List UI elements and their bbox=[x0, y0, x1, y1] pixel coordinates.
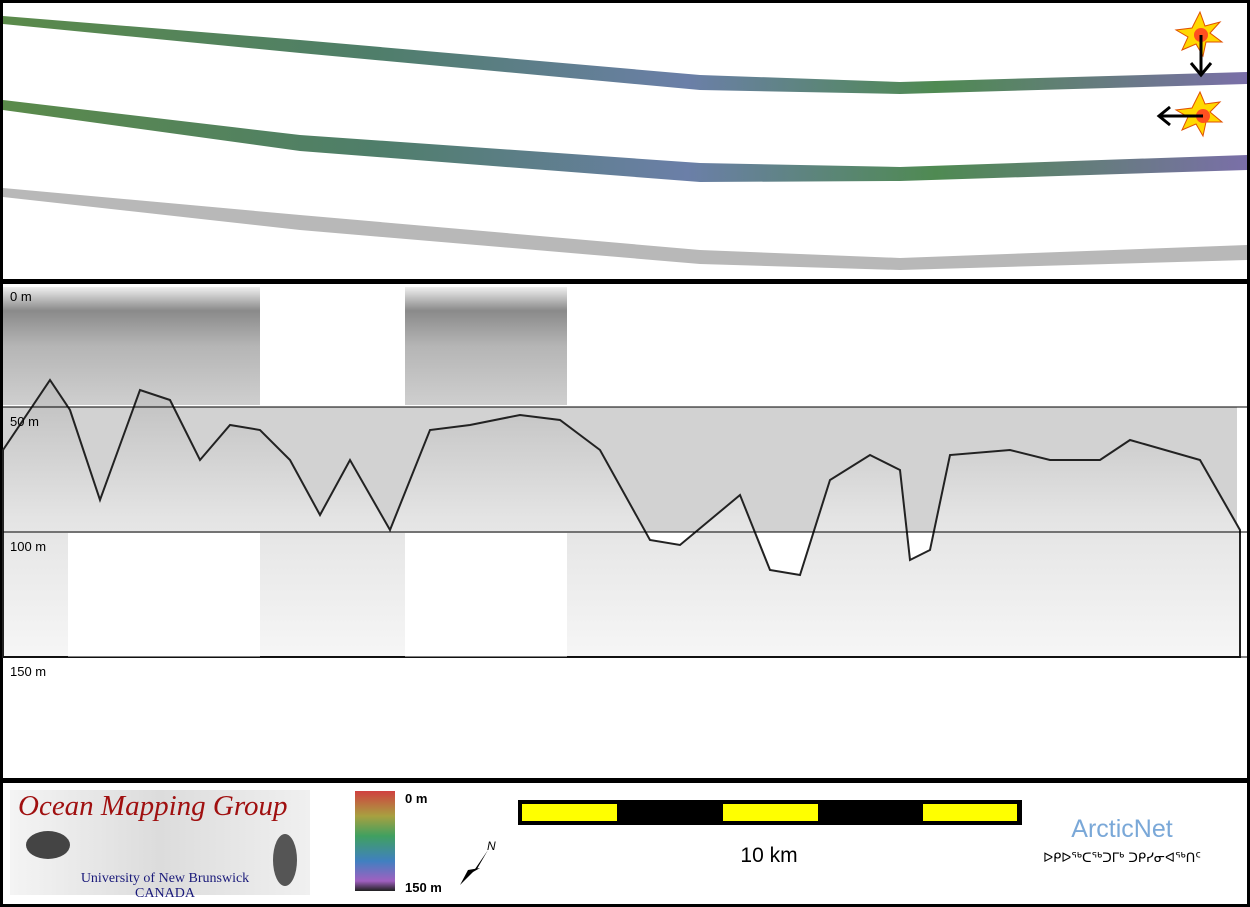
water-column bbox=[405, 287, 567, 405]
depth-label: 50 m bbox=[10, 414, 39, 429]
logo-text: University of New Brunswick bbox=[81, 871, 249, 886]
depth-grid bbox=[3, 406, 1247, 658]
data-gap bbox=[405, 533, 567, 657]
sun-icon bbox=[1156, 90, 1224, 138]
colorbar-label: 0 m bbox=[405, 791, 427, 806]
svg-text:N: N bbox=[487, 839, 496, 853]
data-gap bbox=[68, 533, 260, 657]
logo-shape bbox=[273, 834, 297, 886]
depth-label: 0 m bbox=[10, 289, 32, 304]
colorbar-label: 150 m bbox=[405, 880, 442, 895]
depth-label: 100 m bbox=[10, 539, 46, 554]
water-column bbox=[3, 287, 260, 405]
seafloor-profile bbox=[1, 378, 1241, 658]
logo-text: CANADA bbox=[135, 886, 196, 901]
scale-segment bbox=[923, 804, 1017, 821]
swath-strip bbox=[3, 16, 1247, 94]
sun-icon bbox=[1174, 10, 1224, 78]
partner-logo: ArcticNet bbox=[1071, 815, 1172, 843]
backscatter-strip bbox=[3, 188, 1247, 270]
scale-segment bbox=[522, 804, 617, 821]
logo-title: Ocean Mapping Group bbox=[18, 790, 288, 822]
depth-label: 150 m bbox=[10, 664, 46, 679]
scale-segment bbox=[723, 804, 818, 821]
partner-syllabics: ᐅᑭᐅᖅᑕᖅᑐᒥᒃ ᑐᑭᓯᓂᐊᖅᑎᑦ bbox=[1043, 851, 1201, 866]
north-arrow: N bbox=[460, 839, 496, 885]
scale-label: 10 km bbox=[740, 844, 797, 867]
below-profile bbox=[3, 658, 1237, 778]
swath-panel bbox=[3, 3, 1247, 279]
logo-shape bbox=[26, 831, 70, 859]
colorbar bbox=[355, 791, 395, 891]
swath-strip bbox=[3, 100, 1247, 182]
